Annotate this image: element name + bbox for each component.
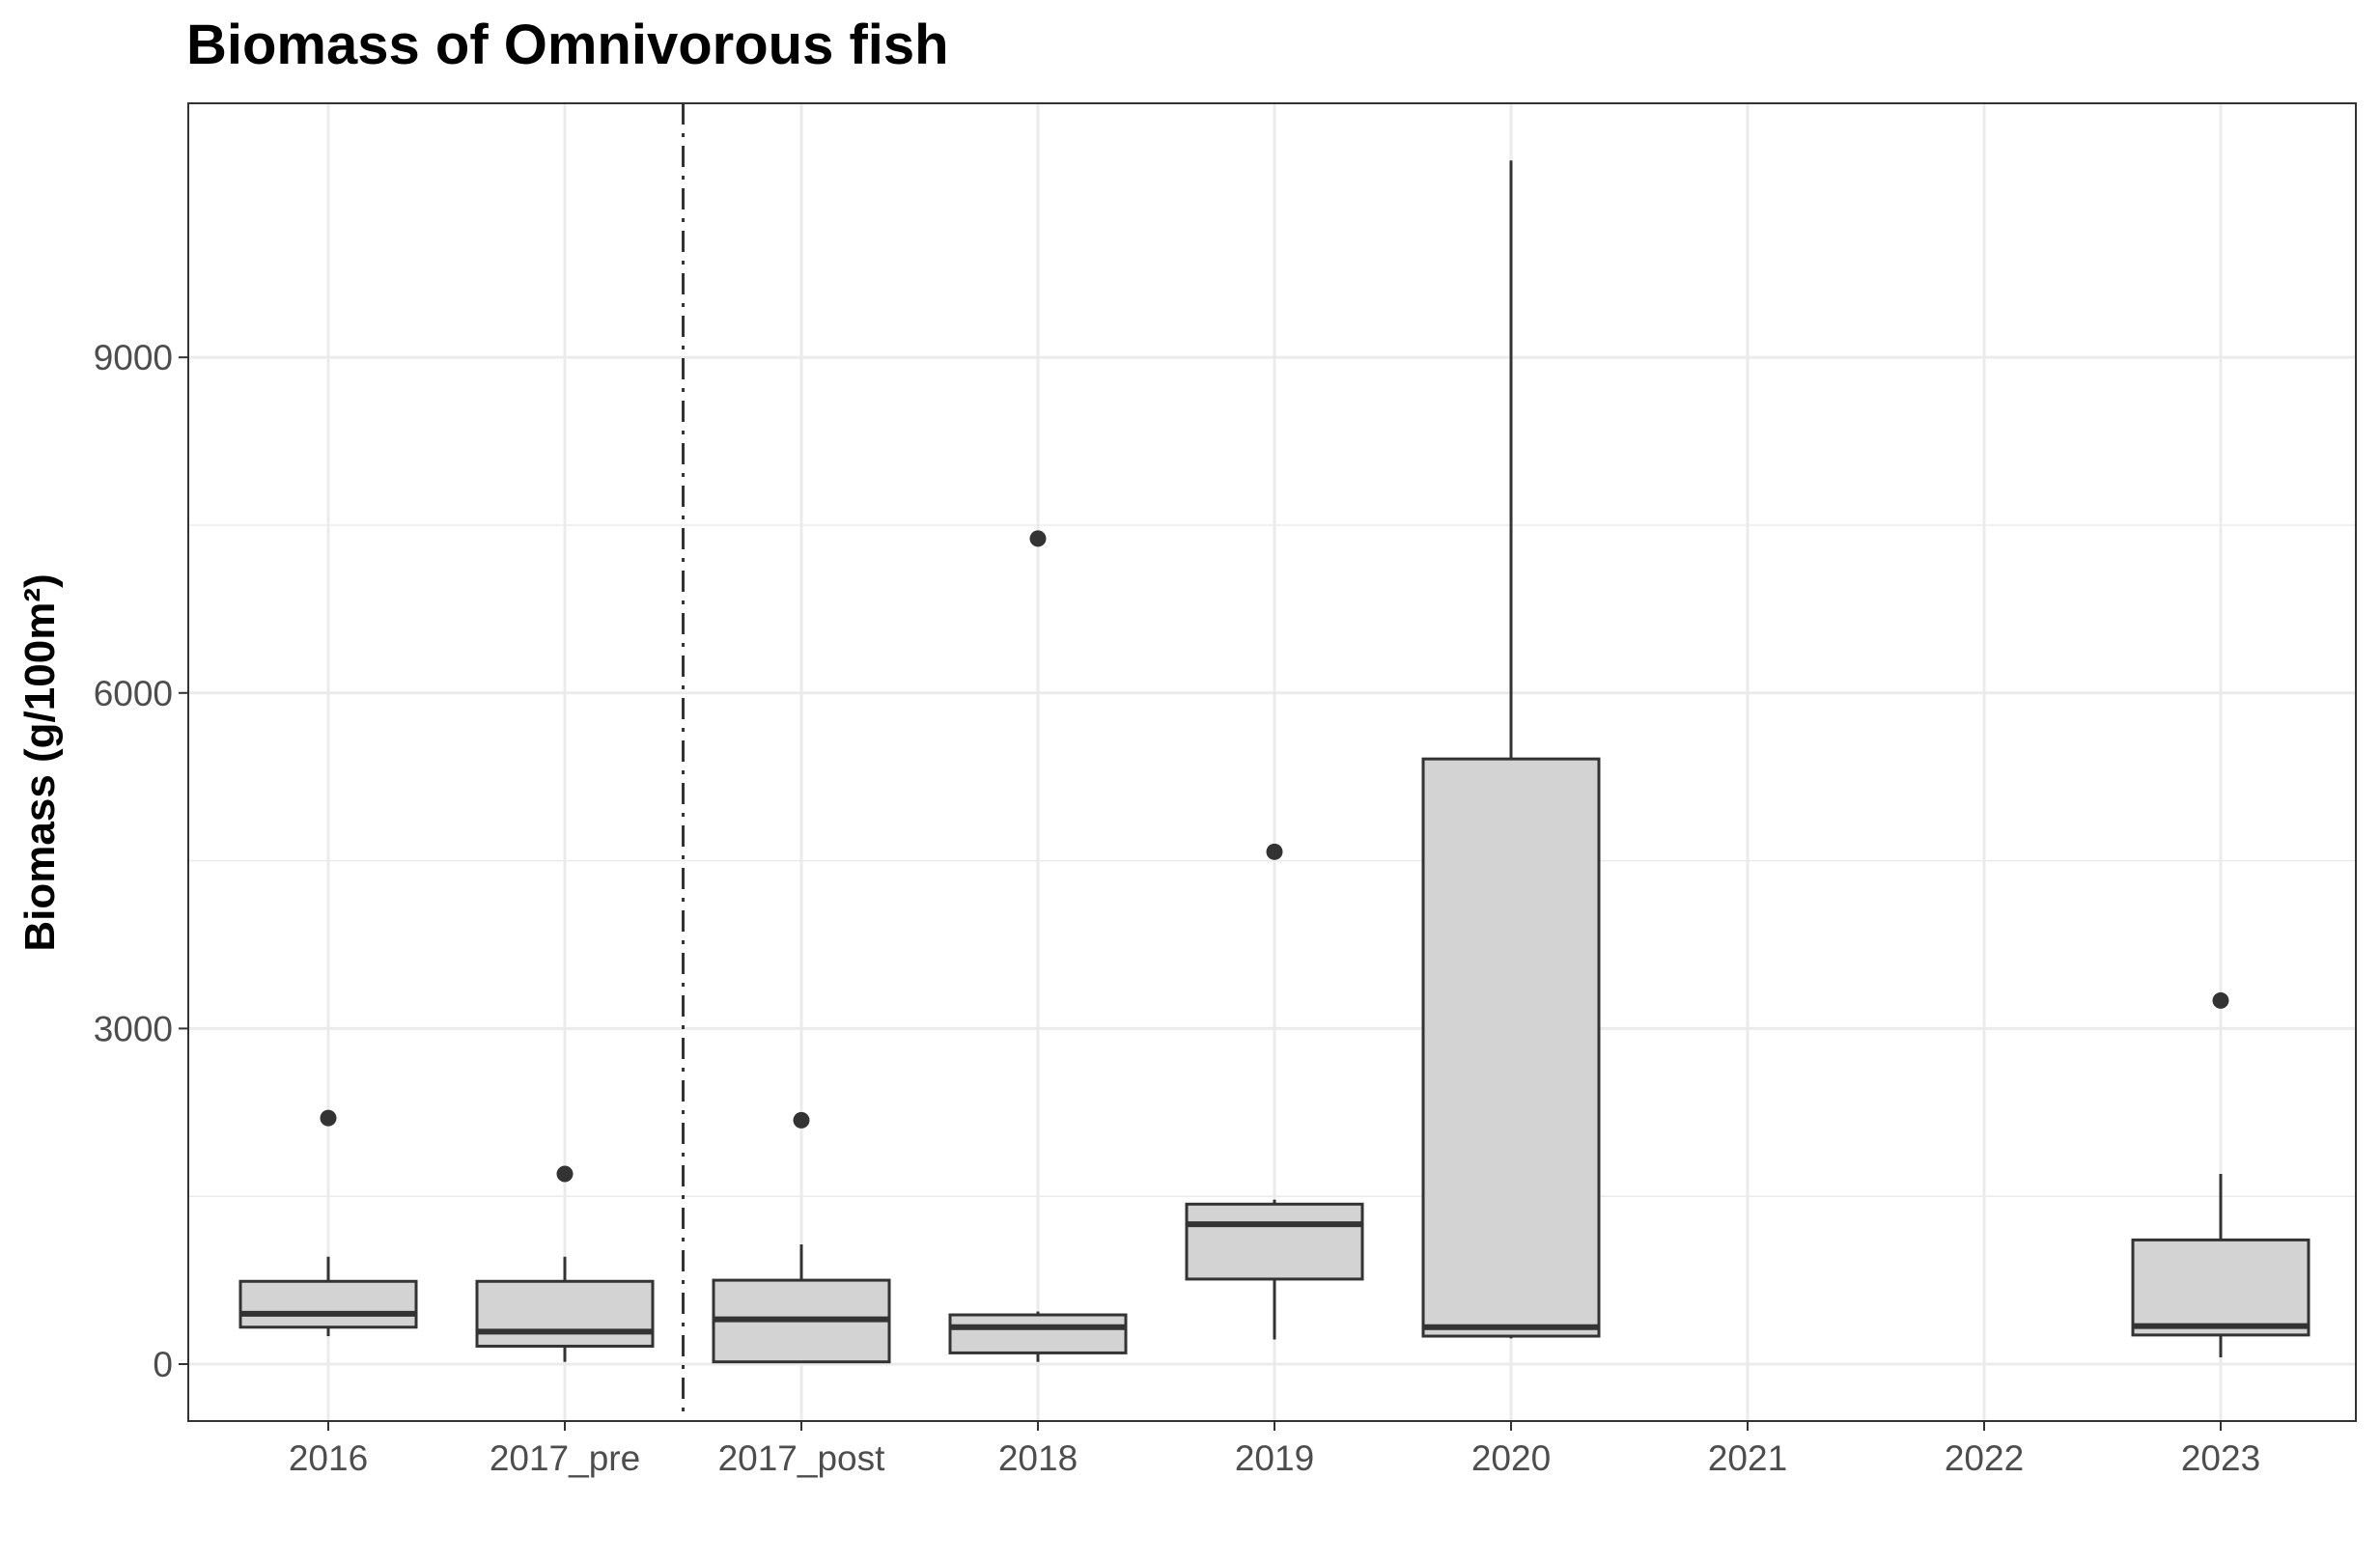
x-tick-label: 2019: [1235, 1438, 1314, 1478]
box-2019: [1185, 843, 1364, 1340]
box-2017_post: [712, 1111, 891, 1364]
y-tick-label: 3000: [94, 1009, 173, 1048]
y-tick-label: 0: [153, 1345, 173, 1384]
box-iqr: [1421, 757, 1601, 1338]
x-tick-label: 2021: [1708, 1438, 1787, 1478]
y-axis-label: Biomass (g/100m²): [16, 573, 64, 951]
outlier-point: [1266, 843, 1283, 860]
outlier-point: [320, 1109, 337, 1127]
y-axis-ticks: 0 3000 6000 9000: [94, 338, 188, 1384]
box-iqr: [2131, 1238, 2310, 1337]
box-2023: [2131, 991, 2310, 1358]
box-iqr: [948, 1313, 1128, 1354]
y-tick-label: 6000: [94, 674, 173, 713]
y-tick-label: 9000: [94, 338, 173, 377]
outlier-point: [2212, 991, 2229, 1009]
box-2017_pre: [475, 1165, 655, 1362]
outlier-point: [793, 1111, 810, 1129]
box-iqr: [475, 1279, 655, 1348]
outlier-point: [556, 1165, 574, 1183]
box-2020: [1421, 160, 1601, 1339]
box-2018: [948, 530, 1128, 1362]
x-tick-label: 2023: [2181, 1438, 2260, 1478]
x-tick-label: 2016: [289, 1438, 368, 1478]
box-2016: [238, 1109, 418, 1337]
box-iqr: [238, 1279, 418, 1329]
x-tick-label: 2017_pre: [490, 1438, 640, 1478]
outlier-point: [1029, 530, 1047, 547]
x-tick-label: 2022: [1945, 1438, 2024, 1478]
chart-title: Biomass of Omnivorous fish: [186, 14, 949, 76]
panel-border: [187, 102, 2357, 1422]
x-axis-ticks: 2016 2017_pre 2017_post 2018 2019 2020 2021 202…: [289, 1421, 2260, 1478]
x-tick-label: 2020: [1471, 1438, 1551, 1478]
x-tick-label: 2017_post: [718, 1438, 886, 1478]
boxes-layer: [238, 160, 2310, 1364]
x-tick-label: 2018: [998, 1438, 1078, 1478]
box-iqr: [1185, 1202, 1364, 1281]
